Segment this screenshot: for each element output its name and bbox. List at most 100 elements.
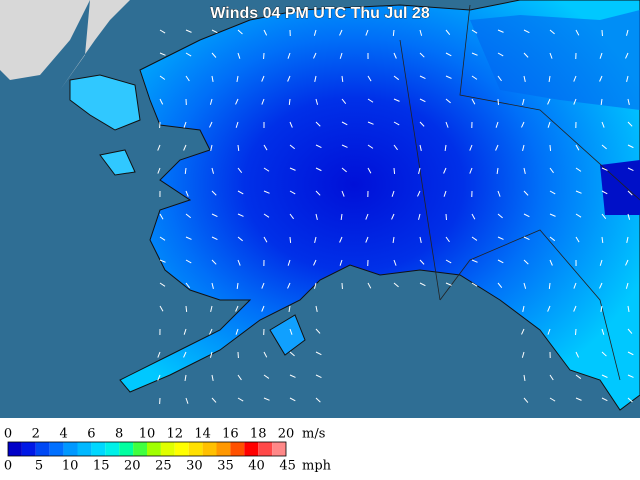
wind-arrow	[575, 374, 582, 379]
wind-arrow	[185, 259, 192, 264]
wind-arrow	[315, 144, 322, 149]
wind-arrow	[236, 282, 239, 290]
wind-arrow	[185, 236, 192, 240]
siberia-west	[0, 0, 90, 80]
wind-arrow	[601, 121, 605, 128]
wind-arrow	[471, 213, 476, 220]
wind-arrow	[183, 121, 187, 128]
wind-arrow	[235, 98, 239, 105]
wind-arrow	[315, 351, 322, 356]
wind-arrow	[419, 52, 425, 58]
wind-arrow	[523, 213, 530, 218]
wind-arrow	[497, 259, 504, 264]
wind-arrow	[471, 52, 478, 56]
wind-arrow	[315, 374, 322, 378]
wind-arrow	[211, 52, 217, 58]
wind-arrow	[315, 167, 322, 172]
wind-arrow	[626, 236, 629, 243]
wind-arrow	[523, 190, 529, 196]
wind-arrow	[575, 213, 582, 218]
wind-arrow	[393, 75, 400, 81]
wind-arrow	[185, 75, 190, 82]
wind-arrow	[157, 167, 161, 174]
wind-arrow	[599, 282, 603, 289]
wind-arrow	[288, 305, 291, 313]
wind-arrow	[599, 259, 603, 266]
wind-arrow	[547, 328, 551, 335]
wind-arrow	[573, 75, 577, 82]
wind-arrow	[549, 236, 556, 242]
wind-arrow	[185, 282, 191, 289]
wind-arrow	[419, 282, 426, 287]
legend-swatch	[77, 442, 92, 456]
wind-arrow	[289, 351, 295, 357]
siberia	[60, 0, 130, 90]
wind-arrow	[237, 144, 240, 152]
wind-arrow	[495, 121, 499, 128]
wind-arrow	[263, 190, 270, 194]
mph-label: 10	[62, 459, 79, 474]
legend-swatch	[21, 442, 36, 456]
wind-arrow	[211, 213, 218, 218]
ms-label: 6	[87, 427, 95, 442]
wind-arrow	[289, 167, 296, 171]
wind-arrow	[159, 282, 166, 287]
legend: 0 2 4 6 8 10 12 14 16 18 20 m/s 0 5 10 15 20 25 30 35 40 45 mp…	[0, 418, 640, 480]
wind-arrow	[445, 98, 451, 104]
wind-arrows	[157, 29, 634, 405]
wind-arrow	[547, 98, 551, 105]
wind-arrow	[601, 167, 608, 171]
wind-arrow	[236, 75, 239, 82]
wind-arrow	[185, 397, 189, 404]
wind-arrow	[263, 213, 270, 218]
mph-label: 35	[217, 459, 234, 474]
wind-arrow	[522, 98, 525, 105]
wind-arrow	[495, 144, 499, 151]
wind-arrow	[183, 351, 187, 358]
ms-label: 20	[278, 427, 295, 442]
wind-arrow	[601, 374, 608, 378]
wind-arrow	[523, 236, 530, 240]
wind-arrow	[445, 236, 450, 243]
ms-label: 8	[115, 427, 123, 442]
alaska-land	[69, 0, 640, 411]
wind-arrow	[419, 29, 423, 36]
wind-arrow	[471, 282, 478, 287]
wind-arrow	[339, 259, 343, 266]
wind-arrow	[471, 236, 478, 241]
wind-arrow	[209, 98, 213, 105]
wind-arrow	[523, 397, 529, 403]
wind-arrow	[341, 167, 347, 173]
wind-arrow	[627, 121, 633, 127]
wind-arrow	[469, 167, 473, 174]
wind-arrow	[157, 144, 161, 151]
wind-arrow	[600, 305, 603, 312]
ms-label: 12	[167, 427, 184, 442]
wind-arrow	[445, 282, 452, 286]
wind-arrow	[367, 75, 372, 82]
wind-arrow	[237, 29, 243, 35]
wind-arrow	[211, 397, 217, 403]
ms-label: 0	[4, 427, 12, 442]
wind-arrow	[263, 351, 268, 358]
wind-arrow	[497, 213, 503, 219]
wind-arrow	[625, 52, 629, 59]
wind-arrow	[341, 75, 344, 83]
legend-swatch	[63, 442, 78, 456]
wind-arrow	[627, 213, 631, 220]
wind-arrow	[393, 167, 396, 175]
wind-arrow	[627, 98, 630, 105]
wind-arrow	[573, 282, 577, 289]
mph-unit: mph	[302, 459, 332, 474]
wind-arrow	[289, 374, 296, 378]
wind-arrow	[263, 236, 268, 243]
wind-arrow	[573, 305, 577, 312]
wind-arrow	[157, 351, 161, 358]
wind-arrow	[211, 29, 218, 34]
wind-arrow	[367, 144, 374, 149]
wind-arrow	[575, 236, 580, 243]
wind-arrow	[339, 52, 343, 59]
wind-arrow	[601, 328, 605, 335]
wind-arrow	[263, 144, 268, 151]
